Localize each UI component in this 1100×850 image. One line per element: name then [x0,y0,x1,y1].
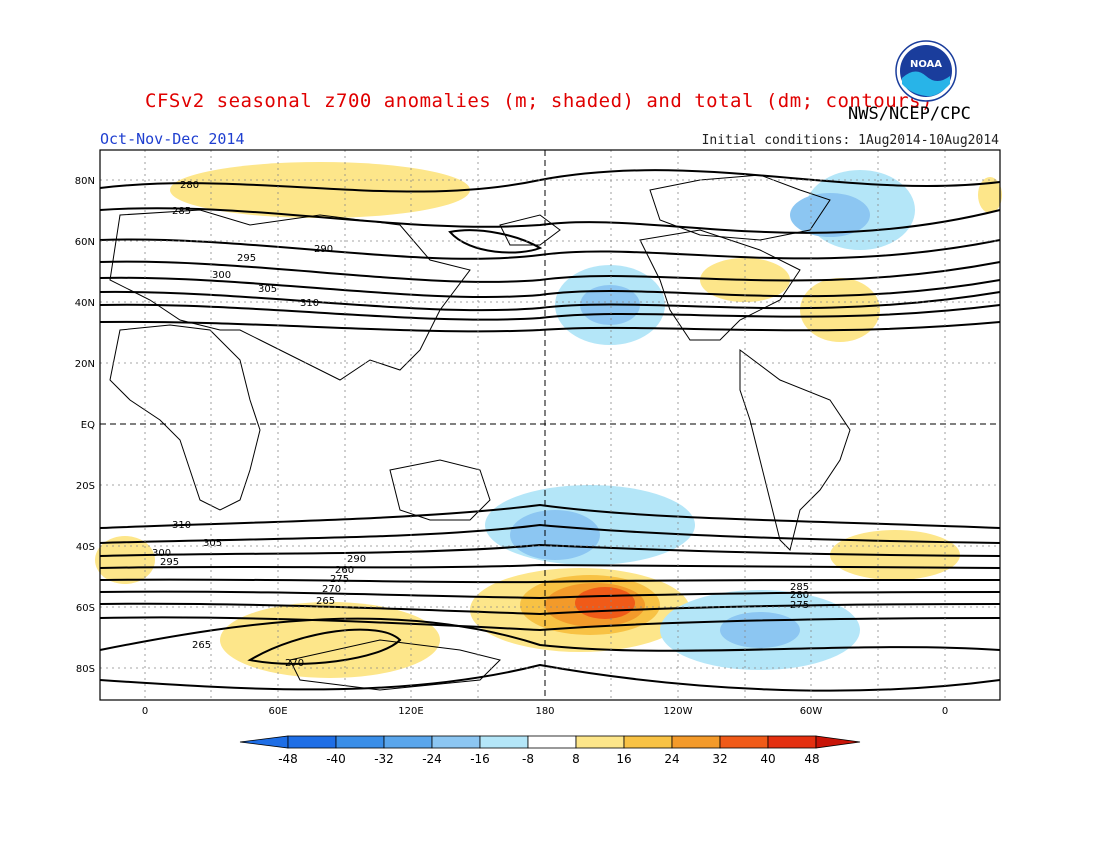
lat-label: 20S [76,481,95,492]
contour-label: 275 [330,574,349,585]
contour-label: 270 [285,658,304,669]
colorbar-arrow-right [815,735,861,749]
colorbar [239,735,861,749]
contour-label: 275 [790,600,809,611]
colorbar-bin [287,735,337,749]
contour-label: 280 [180,180,199,191]
contour-label: 280 [790,590,809,601]
lat-lon-grid [100,150,1000,700]
colorbar-tick: 8 [572,752,580,766]
colorbar-bin [575,735,625,749]
plot-frame [99,149,1001,701]
colorbar-tick: 16 [616,752,631,766]
lon-label: 120W [664,706,693,717]
colorbar-bin [383,735,433,749]
longitude-axis: 0 60E 120E 180 120W 60W 0 [142,706,948,717]
latitude-axis: 80N 60N 40N 20N EQ 20S 40S 60S 80S [75,176,95,675]
lat-label: 60S [76,603,95,614]
lat-label: 80S [76,664,95,675]
lon-label: 0 [142,706,148,717]
contour-labels: 280 285 290 295 300 305 310 265 270 275 … [152,180,809,669]
lon-label: 180 [535,706,554,717]
lon-label: 120E [398,706,423,717]
colorbar-tick: 48 [804,752,819,766]
contour-label: 300 [212,270,231,281]
lat-label: 40N [75,298,95,309]
colorbar-tick: -16 [470,752,490,766]
colorbar-tick: 32 [712,752,727,766]
initial-conditions-label: Initial conditions: 1Aug2014-10Aug2014 [701,133,999,148]
contour-label: 310 [172,520,191,531]
contour-label: 265 [316,596,335,607]
lat-label: 60N [75,237,95,248]
contour-label: 300 [152,548,171,559]
height-contours [99,169,1001,692]
colorbar-tick: -24 [422,752,442,766]
contour-label: 290 [314,244,333,255]
colorbar-tick: -32 [374,752,394,766]
anomaly-shading [95,162,1002,678]
contour-label: 265 [192,640,211,651]
coastlines [109,174,851,691]
contour-label: 310 [300,298,319,309]
contour-label: 305 [203,538,222,549]
contour-label: 305 [258,284,277,295]
lat-label: EQ [81,420,95,431]
colorbar-bin [335,735,385,749]
agency-label: NWS/NCEP/CPC [848,104,971,124]
colorbar-bin [431,735,481,749]
colorbar-tick: -40 [326,752,346,766]
contour-label: 295 [160,557,179,568]
colorbar-arrow-left [239,735,289,749]
contour-label: 285 [790,582,809,593]
noaa-logo-icon: NOAA [895,40,957,102]
colorbar-bin [527,735,577,749]
colorbar-bin [671,735,721,749]
colorbar-bin [479,735,529,749]
lat-label: 80N [75,176,95,187]
contour-label: 295 [237,253,256,264]
colorbar-tick: -48 [278,752,298,766]
contour-label: 290 [347,554,366,565]
equator-dateline [100,150,1000,700]
colorbar-tick: 40 [760,752,775,766]
lat-label: 20N [75,359,95,370]
contour-label: 285 [172,206,191,217]
contour-label: 270 [322,584,341,595]
colorbar-bin [719,735,769,749]
colorbar-bin [767,735,817,749]
colorbar-tick: 24 [664,752,679,766]
lon-label: 60E [268,706,287,717]
lon-label: 0 [942,706,948,717]
colorbar-bin [623,735,673,749]
contour-label: 260 [335,565,354,576]
colorbar-ticks: -48 -40 -32 -24 -16 -8 8 16 24 32 40 48 [278,752,819,766]
season-label: Oct-Nov-Dec 2014 [100,130,245,148]
colorbar-tick: -8 [522,752,534,766]
lat-label: 40S [76,542,95,553]
lon-label: 60W [800,706,823,717]
chart-title: CFSv2 seasonal z700 anomalies (m; shaded… [145,90,933,112]
logo-text: NOAA [910,59,942,70]
